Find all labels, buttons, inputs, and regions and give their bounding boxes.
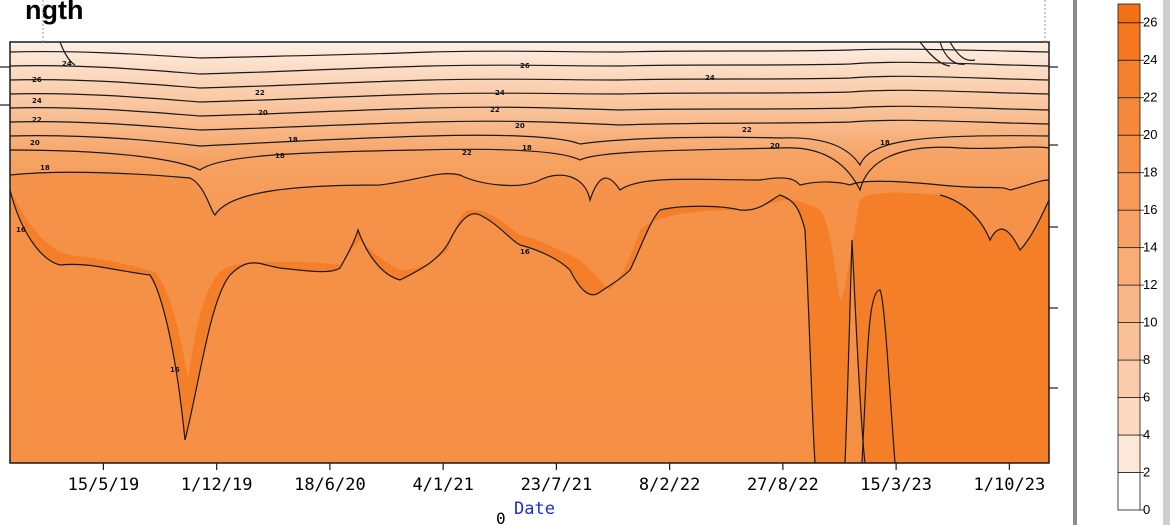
x-tick-label: 23/7/21	[521, 475, 593, 495]
colorbar-label: 8	[1143, 352, 1150, 367]
colorbar-swatch	[1117, 172, 1141, 211]
divider-bar	[1163, 0, 1170, 525]
contour-label: 22	[742, 126, 752, 134]
colorbar-swatch	[1117, 472, 1141, 511]
contour-label: 22	[32, 116, 42, 124]
contour-label: 24	[62, 60, 72, 68]
divider-bar	[1073, 0, 1077, 525]
x-tick-label: 15/3/23	[860, 475, 932, 495]
colorbar-label: 26	[1143, 15, 1157, 30]
contour-label: 20	[515, 122, 525, 130]
contour-label: 18	[288, 136, 298, 144]
colorbar-swatch	[1117, 284, 1141, 323]
colorbar-label: 24	[1143, 52, 1157, 67]
contour-label: 22	[490, 106, 500, 114]
colorbar-swatch	[1117, 22, 1141, 61]
x-tick-label: 18/6/20	[294, 475, 366, 495]
contour-label: 26	[520, 62, 530, 70]
plot-frame	[9, 41, 1050, 464]
colorbar-label: 12	[1143, 277, 1157, 292]
chart-title: ngth	[25, 0, 83, 25]
colorbar-label: 14	[1143, 240, 1157, 255]
contour-band-24	[10, 190, 1049, 463]
colorbar-swatch	[1117, 97, 1141, 136]
contour-labels: 16 18 20 22 24 26 24 22 18 16 18 20 22 1…	[16, 60, 890, 374]
colorbar-swatch	[1117, 134, 1141, 174]
colorbar-swatch	[1117, 209, 1141, 249]
colorbar-swatch	[1117, 397, 1141, 436]
x-tick-label: 1/10/23	[974, 475, 1046, 495]
colorbar-label: 6	[1143, 390, 1150, 405]
y-axis-ticks	[0, 66, 1058, 389]
colorbar-swatch	[1117, 434, 1141, 473]
colorbar-label: 20	[1143, 127, 1157, 142]
colorbar-swatch	[1117, 247, 1141, 286]
colorbar-swatch	[1117, 359, 1141, 398]
contour-label: 22	[462, 149, 472, 157]
x-axis-label: Date	[514, 499, 555, 519]
contour-label: 24	[495, 89, 505, 97]
contour-label: 20	[770, 142, 780, 150]
contour-label: 24	[32, 97, 42, 105]
colorbar-swatch	[1117, 322, 1141, 361]
x-tick-label: 1/12/19	[181, 475, 253, 495]
colorbar-label: 4	[1143, 427, 1150, 442]
contour-label: 20	[30, 139, 40, 147]
contour-label: 16	[170, 366, 180, 374]
contour-label: 18	[40, 164, 50, 172]
contour-label: 18	[522, 144, 532, 152]
contour-label: 18	[275, 152, 285, 160]
contour-label: 26	[32, 76, 42, 84]
colorbar-label: 16	[1143, 202, 1157, 217]
colorbar-swatch	[1117, 3, 1141, 24]
colorbar-label: 2	[1143, 465, 1150, 480]
x-tick-label: 4/1/21	[412, 475, 473, 495]
x-axis: 15/5/19 1/12/19 18/6/20 4/1/21 23/7/21 8/2/22…	[68, 463, 1046, 495]
plot-area: 16 18 20 22 24 26 24 22 18 16 18 20 22 1…	[9, 41, 1050, 464]
contour-band-22	[10, 172, 1049, 463]
colorbar-label: 22	[1143, 90, 1157, 105]
corner-label: 0	[496, 509, 506, 525]
x-tick-label: 15/5/19	[68, 475, 140, 495]
colorbar-label: 0	[1143, 502, 1150, 517]
colorbar-label: 10	[1143, 315, 1157, 330]
x-tick-label: 27/8/22	[747, 475, 819, 495]
contour-label: 16	[520, 248, 530, 256]
x-tick-label: 8/2/22	[639, 475, 700, 495]
contour-lines	[9, 41, 1050, 464]
contour-label: 24	[705, 74, 715, 82]
colorbar-label: 18	[1143, 165, 1157, 180]
contour-label: 18	[880, 139, 890, 147]
contour-label: 16	[16, 226, 26, 234]
contour-label: 22	[255, 89, 265, 97]
contour-label: 20	[258, 109, 268, 117]
colorbar-swatch	[1117, 59, 1141, 99]
